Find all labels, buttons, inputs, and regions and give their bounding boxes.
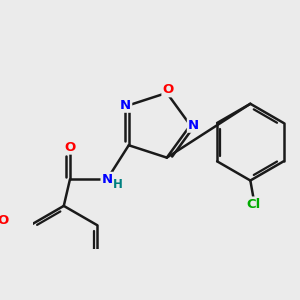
- Text: N: N: [188, 119, 199, 132]
- Text: H: H: [113, 178, 123, 191]
- Text: O: O: [64, 141, 76, 154]
- Text: N: N: [101, 173, 113, 186]
- Text: N: N: [120, 99, 131, 112]
- Text: O: O: [162, 83, 174, 96]
- Text: Cl: Cl: [246, 197, 261, 211]
- Text: O: O: [0, 214, 9, 227]
